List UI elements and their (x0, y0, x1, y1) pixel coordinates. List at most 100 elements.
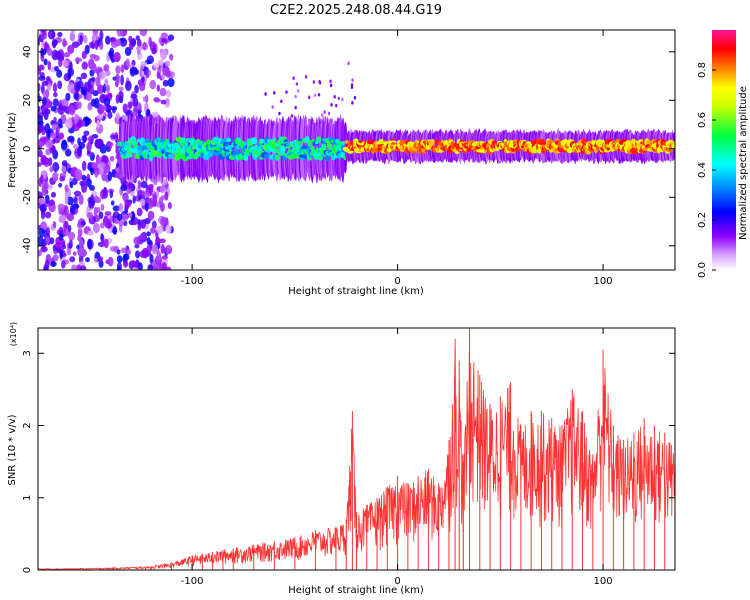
spectrogram-cell (243, 142, 248, 146)
spectrogram-cell (351, 78, 354, 82)
spectrogram-cell (78, 261, 85, 266)
spectrogram-cell (115, 65, 121, 74)
spectrogram-cell (91, 162, 98, 169)
spectrogram-cell (123, 253, 130, 261)
spectrogram-cell (304, 74, 308, 79)
spectrogram-cell (112, 55, 121, 61)
spectrogram-cell (94, 39, 99, 51)
spectrogram-cell (44, 108, 51, 115)
spectrogram-cell (313, 93, 317, 98)
spectrogram-cell (94, 171, 99, 178)
spectrogram-cell (161, 262, 168, 270)
spectrogram-cell (136, 38, 142, 48)
spectrogram-cell (90, 166, 95, 176)
spectrogram-cell (285, 90, 288, 94)
spectrogram-cell (78, 246, 85, 257)
spectrogram-cell (64, 184, 69, 193)
spectrogram-cell (118, 220, 124, 227)
spectrogram-cell (118, 86, 124, 92)
spectrogram-cell (301, 145, 307, 149)
spectrogram-cell (92, 90, 99, 97)
spectrogram-cell (181, 137, 186, 142)
spectrogram-cell (104, 78, 109, 86)
spectrogram-cell (68, 243, 73, 249)
spectrogram-cell (120, 247, 127, 254)
spectrogram-cell (144, 94, 149, 104)
spectrogram-cell (96, 114, 104, 120)
spectrogram-cell (156, 225, 164, 234)
spectrogram-cell (96, 119, 101, 129)
spectrogram-cell (353, 95, 357, 100)
snr-y-label: SNR (10 * v/v) (7, 414, 18, 485)
spectrogram-cell (102, 216, 109, 227)
spectrogram-cell (190, 150, 194, 156)
spectrogram-cell (39, 204, 47, 213)
spectrogram-cell (110, 200, 115, 206)
spectrogram-cell (67, 135, 75, 143)
spectrogram-cell (239, 153, 243, 159)
spectrogram-cell (57, 80, 63, 90)
spectrogram-cell (38, 66, 42, 75)
spectrogram-cell (125, 58, 130, 68)
spectrogram-cell (146, 244, 154, 252)
spectrogram-cell (74, 168, 82, 178)
spectrogram-cell (44, 181, 49, 191)
spectrogram-cell (297, 89, 300, 93)
spectrogram-cell (77, 148, 82, 157)
spectrogram-cell (110, 134, 118, 140)
spectrogram-cell (67, 73, 72, 79)
spectrogram-cell (97, 241, 106, 248)
snr-y-multiplier: (x10⁴) (9, 322, 18, 346)
spectrogram-cell (104, 211, 112, 216)
spectrogram-cell (81, 50, 87, 60)
spectrogram-cell (47, 60, 52, 71)
spectrogram-cell (58, 132, 65, 140)
spectrogram-cell (115, 162, 120, 168)
spectrogram-cell (58, 207, 64, 216)
spectrogram-cell (81, 174, 86, 181)
spectrogram-cell (62, 37, 67, 48)
spectrogram-cell (99, 41, 104, 51)
spectrogram-cell (118, 90, 124, 100)
spectrogram-cell (139, 67, 143, 78)
spectrogram-cell (146, 108, 151, 118)
spectrogram-cell (109, 215, 114, 223)
spectrogram-cell (134, 84, 139, 94)
spectrogram-cell (77, 228, 83, 237)
spectrogram-cell (59, 176, 66, 182)
spectrogram-cell (107, 170, 113, 182)
spectrogram-cell (49, 132, 57, 139)
spectrogram-cell (165, 224, 172, 234)
spectrogram-cell (264, 153, 271, 158)
spectrogram-cell (156, 250, 162, 261)
spectrogram-cell (126, 249, 132, 256)
spectrogram-cell (50, 191, 57, 198)
spectrogram-cell (38, 249, 42, 257)
spectrogram-cell (57, 118, 63, 128)
spectrogram-cell (69, 61, 73, 71)
spectrogram-cell (38, 138, 45, 147)
spectrogram-cell (93, 55, 100, 62)
spectrogram-cell (329, 83, 333, 88)
spectrogram-cell (79, 34, 83, 45)
spectrogram-cell (89, 185, 96, 191)
spectrogram-cell (98, 164, 105, 176)
snr-panel: -100 0 100 0 1 2 3 Height of straight line (km… (7, 322, 676, 596)
spectrogram-cell (68, 104, 76, 116)
spectrogram-x-tick-label: 0 (394, 276, 400, 287)
spectrogram-cell (71, 41, 80, 48)
spectrogram-cell (161, 255, 169, 260)
colorbar-tick-label: 0.4 (697, 162, 708, 178)
spectrogram-y-tick-label: 20 (22, 94, 33, 107)
spectrogram-cell (62, 244, 67, 249)
spectrogram-cell (280, 99, 283, 104)
spectrogram-cell (135, 250, 141, 259)
spectrogram-cell (128, 35, 133, 43)
spectrogram-cell (226, 137, 232, 143)
spectrogram-cell (87, 230, 94, 236)
spectrogram-cell (65, 92, 71, 101)
spectrogram-cell (107, 256, 114, 267)
spectrogram-cell (131, 66, 135, 73)
spectrogram-cell (45, 227, 50, 236)
